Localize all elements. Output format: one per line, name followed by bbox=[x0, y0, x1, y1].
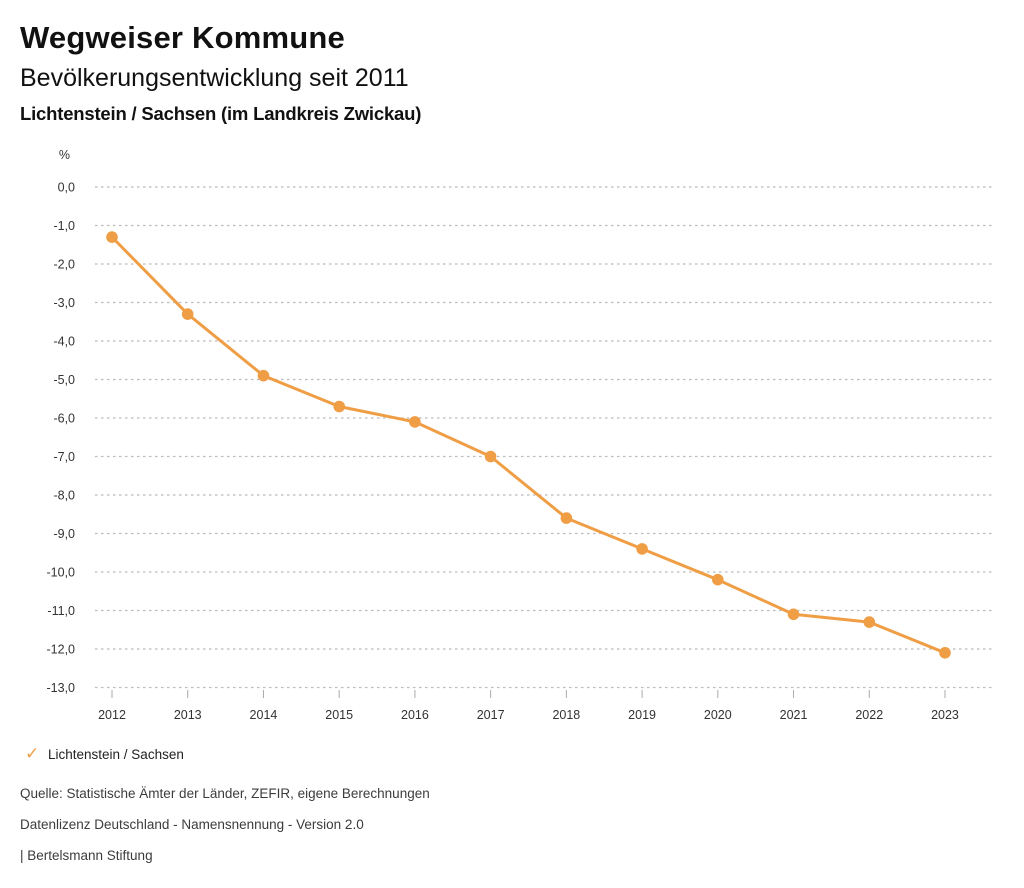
page-title: Wegweiser Kommune bbox=[20, 20, 345, 55]
series-line bbox=[110, 235, 947, 655]
y-tick-label: -13,0 bbox=[47, 681, 76, 695]
x-tick-label: 2018 bbox=[552, 708, 580, 722]
chart-title: Bevölkerungsentwicklung seit 2011 bbox=[20, 64, 409, 92]
data-point[interactable] bbox=[409, 416, 421, 428]
data-point[interactable] bbox=[787, 608, 800, 621]
x-tick-label: 2023 bbox=[931, 708, 959, 722]
x-tick-label: 2019 bbox=[628, 708, 656, 722]
y-tick-label: -8,0 bbox=[53, 489, 75, 503]
legend-label: Lichtenstein / Sachsen bbox=[48, 746, 184, 762]
y-tick-label: -9,0 bbox=[53, 527, 75, 541]
x-tick-label: 2022 bbox=[855, 708, 883, 722]
data-point[interactable] bbox=[333, 400, 346, 413]
y-tick-label: -4,0 bbox=[53, 335, 75, 349]
legend-check-icon: ✓ bbox=[25, 744, 40, 763]
y-tick-label: -5,0 bbox=[53, 373, 75, 387]
license-note: Datenlizenz Deutschland - Namensnennung … bbox=[20, 817, 364, 832]
data-point[interactable] bbox=[863, 616, 876, 628]
source-note: Quelle: Statistische Ämter der Länder, Z… bbox=[20, 786, 430, 801]
x-tick-label: 2016 bbox=[401, 708, 429, 722]
x-tick-label: 2015 bbox=[325, 708, 353, 722]
data-point[interactable] bbox=[712, 573, 724, 586]
attribution-note: | Bertelsmann Stiftung bbox=[20, 848, 153, 863]
y-tick-label: -1,0 bbox=[53, 219, 75, 233]
chart-location-subtitle: Lichtenstein / Sachsen (im Landkreis Zwi… bbox=[20, 103, 422, 124]
y-tick-label: -11,0 bbox=[47, 604, 75, 618]
y-tick-label: -3,0 bbox=[53, 296, 75, 310]
y-tick-label: -2,0 bbox=[53, 258, 75, 272]
x-tick-label: 2020 bbox=[704, 708, 732, 722]
legend-item[interactable]: ✓ Lichtenstein / Sachsen bbox=[25, 743, 184, 765]
y-axis-unit-label: % bbox=[59, 148, 70, 162]
x-tick-label: 2014 bbox=[250, 708, 278, 722]
x-tick-label: 2013 bbox=[174, 708, 202, 722]
y-tick-label: -12,0 bbox=[47, 643, 76, 657]
y-tick-label: 0,0 bbox=[58, 181, 75, 195]
x-tick-label: 2017 bbox=[477, 708, 505, 722]
data-point[interactable] bbox=[484, 450, 497, 463]
data-point[interactable] bbox=[560, 512, 573, 524]
data-point[interactable] bbox=[106, 231, 118, 243]
population-line-chart: % 0,0 -1,0 -2,0 -3,0 -4,0 -5,0 -6,0 -7,0 -8,0 -9,0… bbox=[47, 148, 993, 722]
data-point[interactable] bbox=[181, 308, 194, 320]
data-point[interactable] bbox=[939, 647, 951, 659]
y-tick-label: -10,0 bbox=[47, 566, 76, 580]
y-tick-label: -6,0 bbox=[53, 412, 75, 426]
y-tick-label: -7,0 bbox=[53, 450, 75, 464]
data-point[interactable] bbox=[257, 369, 270, 382]
x-tick-label: 2012 bbox=[98, 708, 126, 722]
data-point[interactable] bbox=[636, 543, 648, 555]
x-tick-label: 2021 bbox=[780, 708, 808, 722]
